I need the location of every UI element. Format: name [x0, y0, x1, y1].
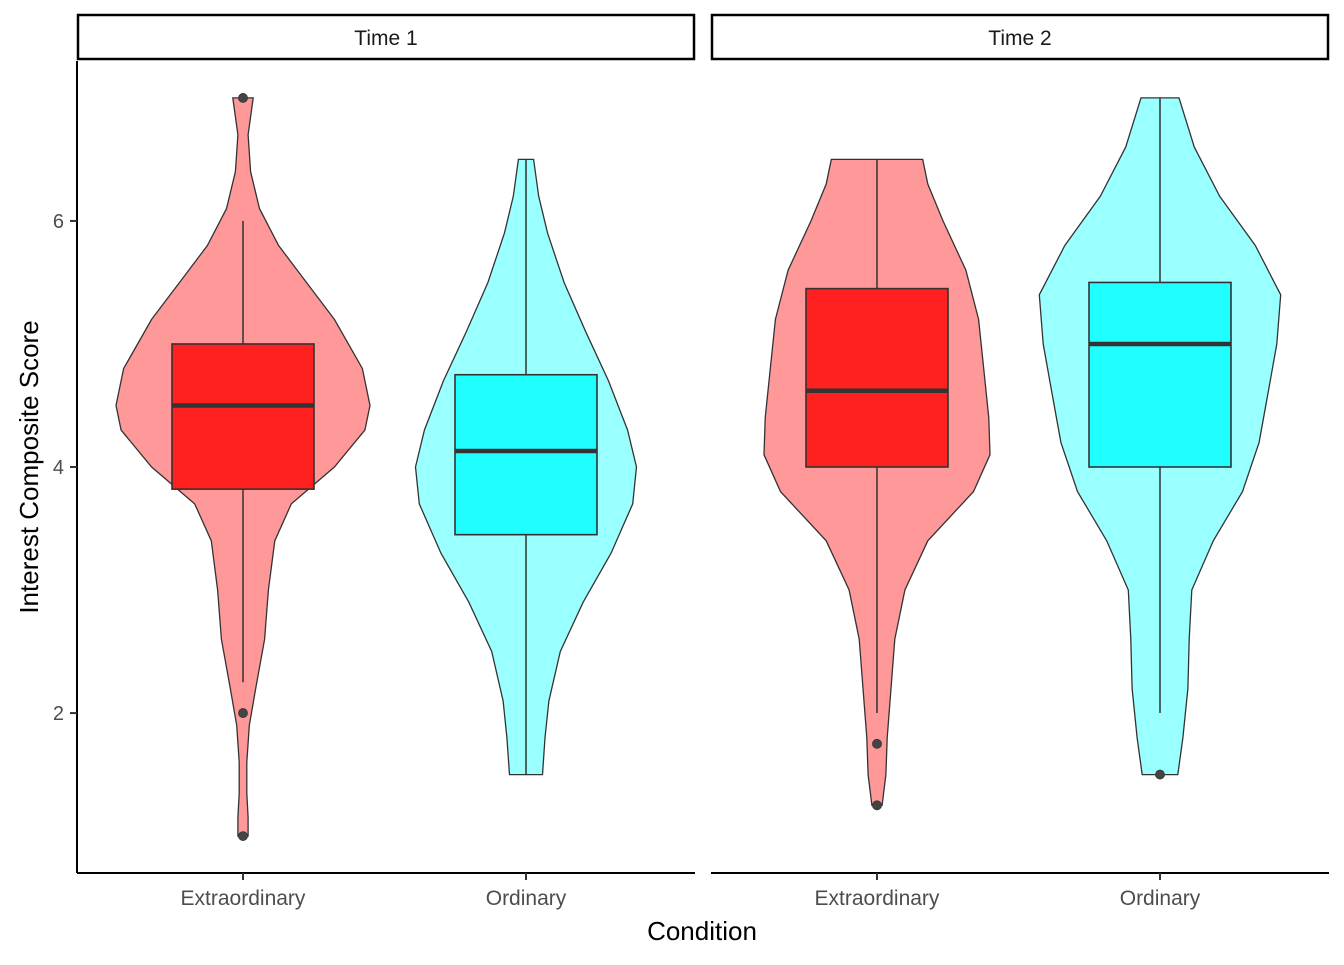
- y-axis-title: Interest Composite Score: [14, 320, 44, 613]
- panel-strip-label: Time 2: [988, 27, 1051, 50]
- box-iqr: [1088, 281, 1232, 468]
- box-iqr: [171, 343, 315, 490]
- panel-strip: [710, 13, 1330, 61]
- x-tick-label: Extraordinary: [815, 887, 940, 910]
- x-tick-label: Ordinary: [486, 887, 567, 910]
- x-tick-label: Ordinary: [1120, 887, 1201, 910]
- y-tick-label: 6: [53, 211, 64, 233]
- outlier-point: [238, 93, 248, 103]
- y-tick-label: 4: [53, 457, 64, 479]
- category-extraordinary: Extraordinary: [115, 93, 371, 910]
- x-axis-title: Condition: [647, 916, 757, 946]
- panel-1: Time 1 2 4 6 Extraordinary Ordinary: [53, 13, 696, 910]
- y-tick-label: 2: [53, 703, 64, 725]
- outlier-point: [1155, 769, 1165, 780]
- category-extraordinary: Extraordinary: [763, 158, 991, 910]
- outlier-point: [872, 800, 882, 811]
- category-ordinary: Ordinary: [1038, 97, 1282, 910]
- category-ordinary: Ordinary: [414, 158, 638, 910]
- outlier-point: [872, 738, 882, 749]
- box-iqr: [805, 287, 949, 468]
- panel-strip-label: Time 1: [354, 27, 417, 50]
- outlier-point: [238, 831, 248, 841]
- panel-strip: [76, 13, 696, 61]
- box-iqr: [454, 373, 598, 536]
- x-tick-label: Extraordinary: [181, 887, 306, 910]
- outlier-point: [238, 708, 248, 718]
- panel-2: Time 2 Extraordinary Ordinary: [710, 13, 1330, 910]
